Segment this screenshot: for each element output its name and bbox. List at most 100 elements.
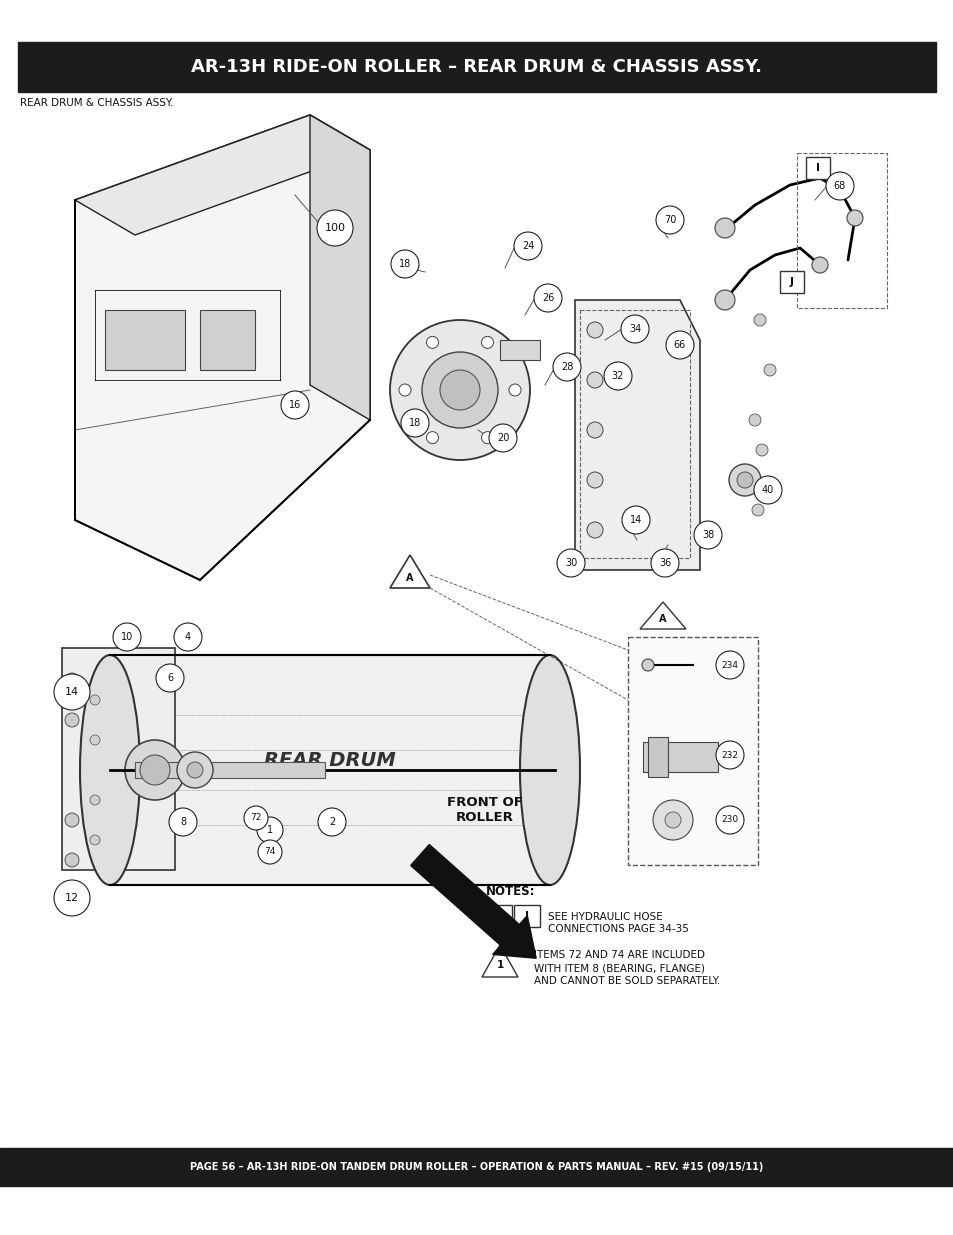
Circle shape <box>481 336 493 348</box>
Circle shape <box>317 808 346 836</box>
Bar <box>110 655 550 885</box>
Text: 34: 34 <box>628 324 640 333</box>
Circle shape <box>656 206 683 233</box>
Text: A: A <box>406 573 414 583</box>
Circle shape <box>173 622 202 651</box>
Circle shape <box>421 352 497 429</box>
Circle shape <box>54 674 90 710</box>
Circle shape <box>664 811 680 827</box>
Text: 10: 10 <box>121 632 133 642</box>
Circle shape <box>90 695 100 705</box>
Text: 40: 40 <box>761 485 773 495</box>
Circle shape <box>156 664 184 692</box>
Bar <box>647 737 667 777</box>
Bar <box>642 742 718 772</box>
Text: 1: 1 <box>496 960 503 969</box>
Text: 70: 70 <box>663 215 676 225</box>
Text: 38: 38 <box>701 530 714 540</box>
Text: REAR DRUM & CHASSIS ASSY.: REAR DRUM & CHASSIS ASSY. <box>20 98 173 107</box>
Circle shape <box>586 422 602 438</box>
Circle shape <box>534 284 561 312</box>
Bar <box>485 905 512 927</box>
Circle shape <box>177 752 213 788</box>
Text: SEE HYDRAULIC HOSE
CONNECTIONS PAGE 34-35: SEE HYDRAULIC HOSE CONNECTIONS PAGE 34-3… <box>547 911 688 934</box>
Circle shape <box>514 232 541 261</box>
Circle shape <box>714 290 734 310</box>
Polygon shape <box>310 115 370 420</box>
Text: FRONT OF
ROLLER: FRONT OF ROLLER <box>447 797 522 824</box>
Circle shape <box>65 673 79 687</box>
Text: 234: 234 <box>720 661 738 669</box>
Text: 18: 18 <box>398 259 411 269</box>
Polygon shape <box>62 648 174 869</box>
Circle shape <box>748 414 760 426</box>
Text: 1: 1 <box>267 825 273 835</box>
Circle shape <box>755 445 767 456</box>
Text: ITEMS 72 AND 74 ARE INCLUDED
WITH ITEM 8 (BEARING, FLANGE)
AND CANNOT BE SOLD SE: ITEMS 72 AND 74 ARE INCLUDED WITH ITEM 8… <box>534 950 720 987</box>
Text: 30: 30 <box>564 558 577 568</box>
Circle shape <box>65 713 79 727</box>
Circle shape <box>426 431 438 443</box>
Circle shape <box>641 659 654 671</box>
Bar <box>135 762 325 778</box>
Circle shape <box>665 331 693 359</box>
Circle shape <box>650 550 679 577</box>
Circle shape <box>390 320 530 459</box>
FancyArrow shape <box>411 845 536 958</box>
Text: 28: 28 <box>560 362 573 372</box>
Text: 36: 36 <box>659 558 670 568</box>
Text: 230: 230 <box>720 815 738 825</box>
Circle shape <box>400 409 429 437</box>
Text: NOTES:: NOTES: <box>485 885 535 898</box>
Text: A: A <box>659 614 666 624</box>
Circle shape <box>603 362 631 390</box>
Text: 8: 8 <box>180 818 186 827</box>
Circle shape <box>586 372 602 388</box>
Circle shape <box>751 504 763 516</box>
Bar <box>105 310 185 370</box>
Polygon shape <box>75 115 370 235</box>
Text: AR-13H RIDE-ON ROLLER – REAR DRUM & CHASSIS ASSY.: AR-13H RIDE-ON ROLLER – REAR DRUM & CHAS… <box>192 58 761 77</box>
Circle shape <box>753 314 765 326</box>
Circle shape <box>586 522 602 538</box>
Ellipse shape <box>80 655 140 885</box>
Circle shape <box>620 315 648 343</box>
Circle shape <box>716 806 743 834</box>
Bar <box>0 1149 953 1186</box>
Circle shape <box>140 755 170 785</box>
Polygon shape <box>390 555 430 588</box>
Circle shape <box>187 762 203 778</box>
Text: 26: 26 <box>541 293 554 303</box>
Circle shape <box>716 741 743 769</box>
Circle shape <box>846 210 862 226</box>
Polygon shape <box>75 115 370 580</box>
Text: 14: 14 <box>65 687 79 697</box>
Text: 100: 100 <box>324 224 345 233</box>
Text: 24: 24 <box>521 241 534 251</box>
Text: 6: 6 <box>167 673 172 683</box>
Text: 18: 18 <box>409 417 420 429</box>
Text: 14: 14 <box>629 515 641 525</box>
Text: 16: 16 <box>289 400 301 410</box>
Polygon shape <box>575 300 700 571</box>
Ellipse shape <box>519 655 579 885</box>
Circle shape <box>489 424 517 452</box>
Text: 232: 232 <box>720 751 738 760</box>
Circle shape <box>652 800 692 840</box>
Circle shape <box>728 464 760 496</box>
Circle shape <box>763 364 775 375</box>
Text: 20: 20 <box>497 433 509 443</box>
Circle shape <box>65 853 79 867</box>
Bar <box>780 270 803 293</box>
Text: 66: 66 <box>673 340 685 350</box>
Text: PAGE 56 – AR-13H RIDE-ON TANDEM DRUM ROLLER – OPERATION & PARTS MANUAL – REV. #1: PAGE 56 – AR-13H RIDE-ON TANDEM DRUM ROL… <box>190 1162 763 1172</box>
Circle shape <box>54 881 90 916</box>
Text: J: J <box>789 277 793 287</box>
Text: 32: 32 <box>611 370 623 382</box>
Circle shape <box>90 735 100 745</box>
Circle shape <box>256 818 283 844</box>
Bar <box>200 310 254 370</box>
Circle shape <box>481 431 493 443</box>
Circle shape <box>693 521 721 550</box>
Circle shape <box>753 475 781 504</box>
